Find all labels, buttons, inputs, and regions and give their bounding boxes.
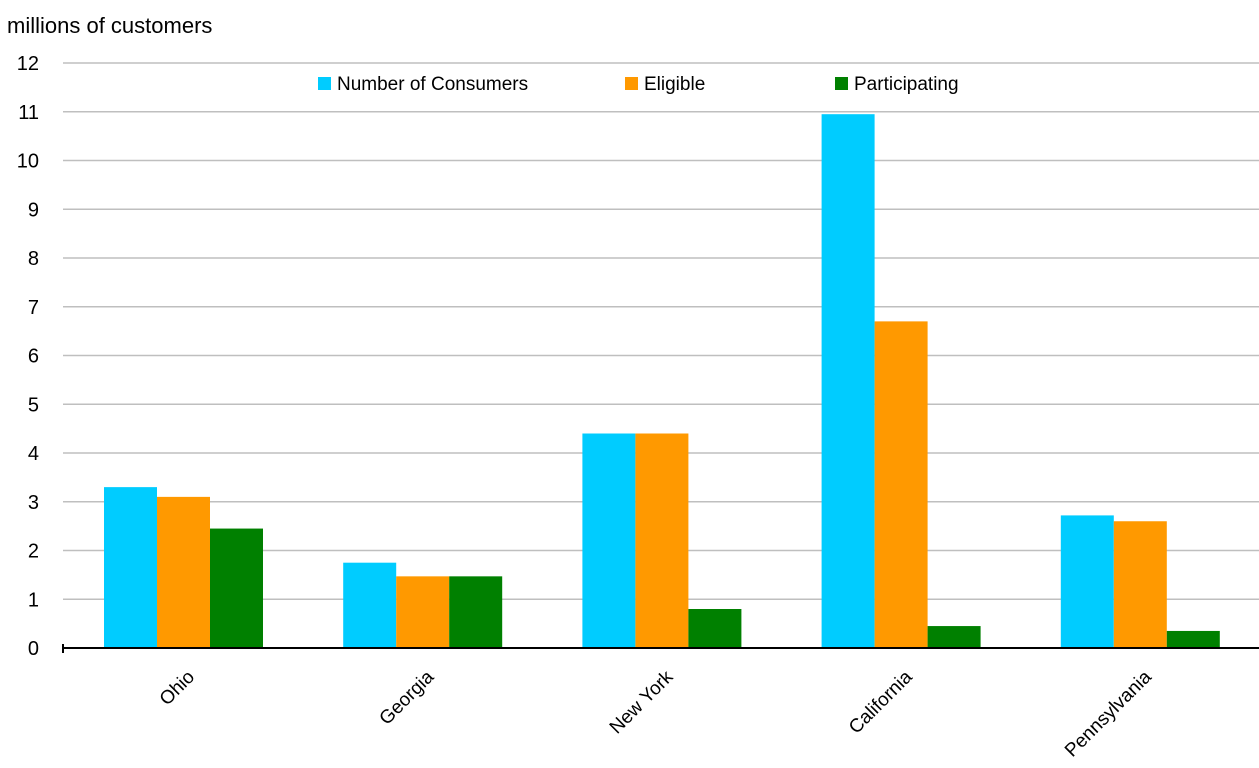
bar-eligible-california — [874, 321, 928, 648]
legend-label: Eligible — [644, 74, 705, 95]
y-tick-label: 4 — [28, 443, 39, 465]
y-tick-label: 2 — [28, 541, 39, 563]
legend-swatch — [625, 77, 638, 90]
bar-number-of-consumers-new-york — [582, 433, 636, 648]
y-tick-label: 3 — [28, 492, 39, 514]
legend-label: Number of Consumers — [337, 74, 528, 95]
y-tick-label: 8 — [28, 248, 39, 270]
bar-number-of-consumers-california — [821, 114, 875, 648]
x-tick-label: Georgia — [376, 666, 439, 729]
bar-eligible-ohio — [157, 496, 210, 648]
bar-participating-georgia — [449, 576, 503, 648]
x-tick-label: New York — [606, 666, 678, 738]
bar-participating-new-york — [688, 609, 742, 648]
y-tick-label: 5 — [28, 394, 39, 416]
legend-swatch — [318, 77, 331, 90]
bar-eligible-georgia — [396, 576, 450, 648]
y-tick-label: 7 — [28, 297, 39, 319]
x-tick-label: California — [845, 666, 917, 738]
y-axis-label: millions of customers — [7, 13, 212, 38]
bar-number-of-consumers-pennsylvania — [1060, 515, 1114, 648]
y-tick-label: 0 — [28, 638, 39, 660]
legend-label: Participating — [854, 74, 959, 95]
bar-participating-ohio — [210, 528, 263, 648]
legend-swatch — [835, 77, 848, 90]
x-tick-label: Pennsylvania — [1061, 666, 1156, 761]
y-tick-label: 6 — [28, 346, 39, 368]
y-tick-label: 9 — [28, 199, 39, 221]
bars — [104, 114, 1220, 648]
bar-participating-california — [927, 626, 981, 648]
y-tick-label: 11 — [18, 102, 39, 124]
bar-participating-pennsylvania — [1166, 630, 1220, 648]
bar-number-of-consumers-georgia — [343, 562, 397, 648]
bar-eligible-new-york — [635, 433, 689, 648]
y-tick-label: 12 — [17, 53, 39, 75]
bar-number-of-consumers-ohio — [104, 487, 157, 648]
y-tick-label: 10 — [17, 151, 39, 173]
legend: Number of Consumers Eligible Participating — [318, 74, 959, 95]
bar-eligible-pennsylvania — [1113, 521, 1167, 648]
x-tick-label: Ohio — [156, 667, 199, 710]
y-tick-label: 1 — [28, 589, 39, 611]
